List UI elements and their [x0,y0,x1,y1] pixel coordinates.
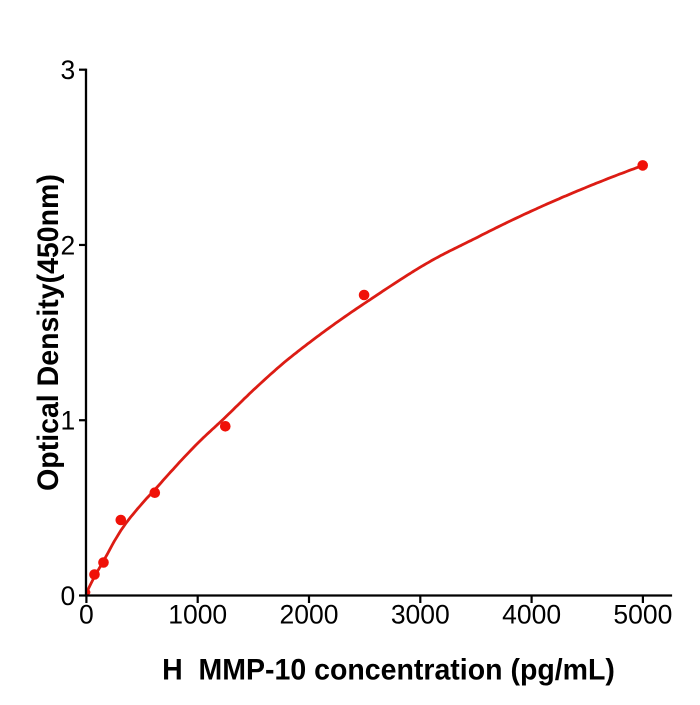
svg-text:2: 2 [61,230,76,260]
svg-text:2000: 2000 [280,599,339,629]
svg-text:H MMP-10 concentration (pg/mL: H MMP-10 concentration (pg/mL) [162,654,615,687]
svg-text:4000: 4000 [502,599,561,629]
svg-text:3: 3 [61,55,76,85]
svg-text:0: 0 [79,599,94,629]
svg-text:3000: 3000 [391,599,450,629]
svg-text:1: 1 [61,406,76,436]
svg-text:5000: 5000 [613,599,672,629]
svg-text:Optical Density(450nm): Optical Density(450nm) [32,174,65,491]
svg-text:0: 0 [61,581,76,611]
svg-text:1000: 1000 [168,599,227,629]
